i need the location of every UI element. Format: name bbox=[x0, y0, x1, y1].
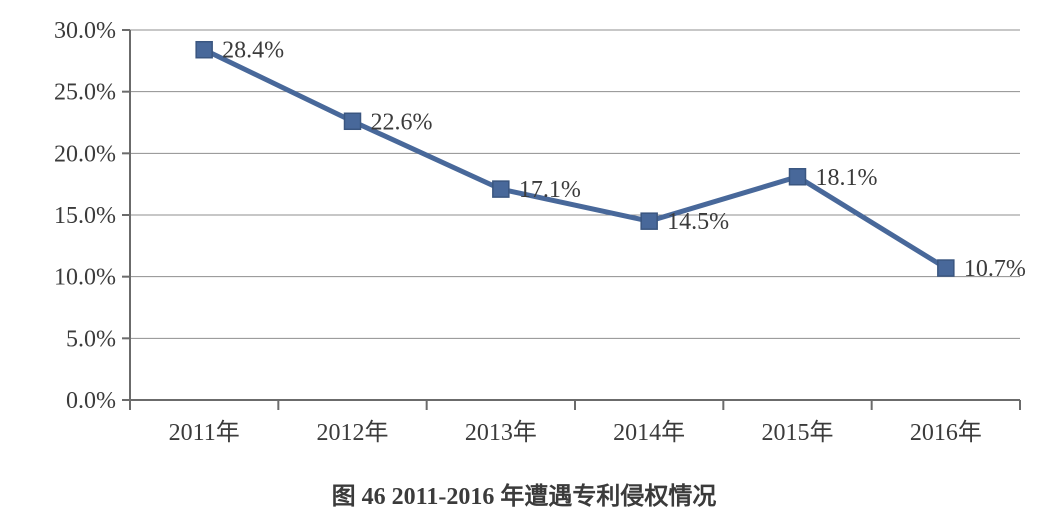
chart-svg: 0.0% 5.0% 10.0% 15.0% 20.0% 25.0% 30.0% 2011年 20… bbox=[0, 0, 1048, 460]
data-marker bbox=[790, 169, 806, 185]
y-tick-label: 10.0% bbox=[54, 265, 116, 291]
data-marker bbox=[345, 113, 361, 129]
data-label: 17.1% bbox=[519, 177, 581, 203]
line-chart: 0.0% 5.0% 10.0% 15.0% 20.0% 25.0% 30.0% 2011年 20… bbox=[0, 0, 1048, 517]
data-marker bbox=[938, 260, 954, 276]
x-tick-label: 2011年 bbox=[169, 419, 240, 446]
data-label: 18.1% bbox=[816, 165, 878, 191]
x-tick-label: 2012年 bbox=[317, 419, 389, 446]
y-tick-label: 30.0% bbox=[54, 18, 116, 44]
x-tick-label: 2015年 bbox=[762, 419, 834, 446]
y-tick-label: 5.0% bbox=[66, 326, 116, 352]
data-marker bbox=[641, 213, 657, 229]
data-label: 22.6% bbox=[371, 109, 433, 135]
data-label: 28.4% bbox=[222, 38, 284, 64]
data-marker bbox=[196, 42, 212, 58]
data-label: 14.5% bbox=[667, 209, 729, 235]
y-tick-label: 0.0% bbox=[66, 388, 116, 414]
x-tick-label: 2016年 bbox=[910, 419, 982, 446]
x-tick-label: 2014年 bbox=[613, 419, 685, 446]
y-tick-label: 15.0% bbox=[54, 203, 116, 229]
x-tick-label: 2013年 bbox=[465, 419, 537, 446]
y-tick-label: 25.0% bbox=[54, 80, 116, 106]
data-label: 10.7% bbox=[964, 256, 1026, 282]
y-tick-label: 20.0% bbox=[54, 141, 116, 167]
chart-caption: 图 46 2011-2016 年遭遇专利侵权情况 bbox=[0, 476, 1048, 511]
data-marker bbox=[493, 181, 509, 197]
